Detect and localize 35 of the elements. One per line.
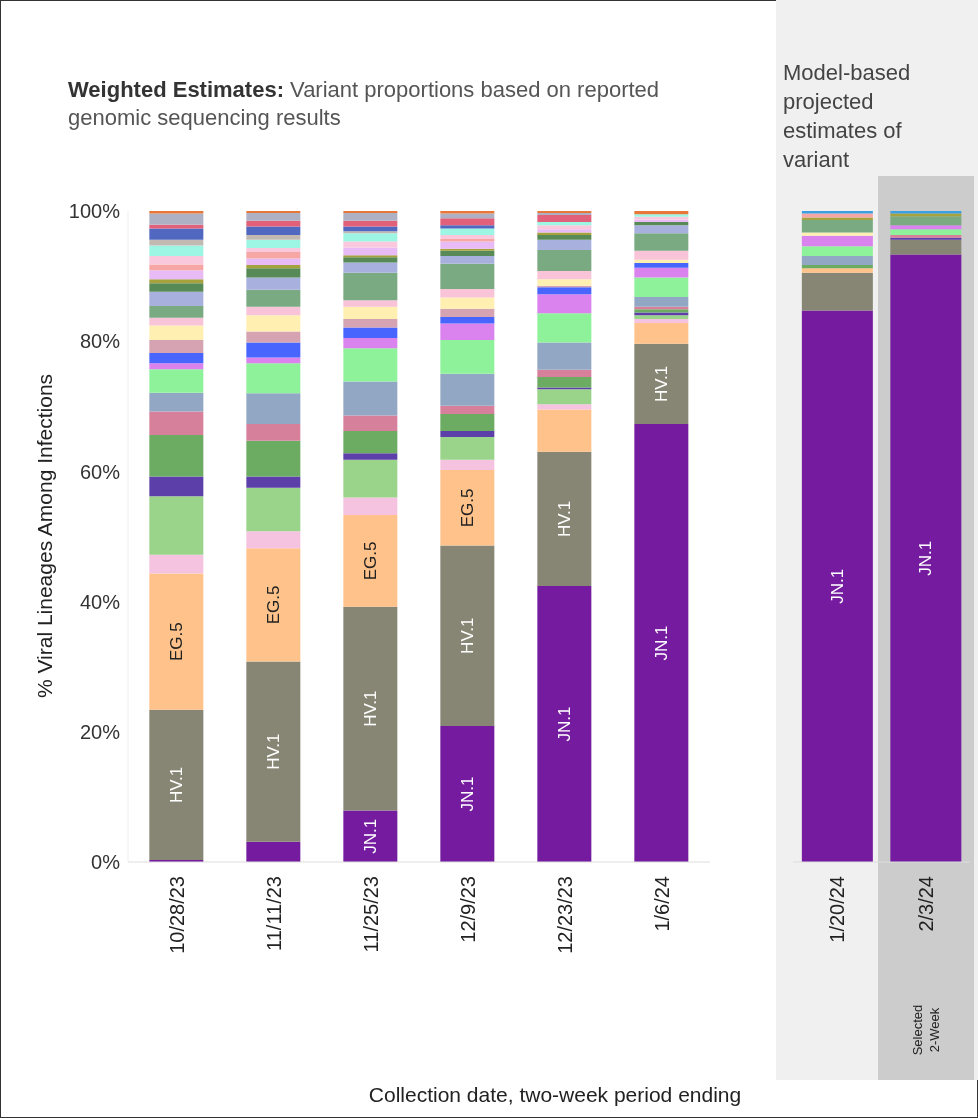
chart-title: Weighted Estimates: Variant proportions based on reported genomic sequencing results [68,77,660,130]
x-tick-label: 1/20/24 [826,876,849,943]
band-label: Selected 2-Week [908,1003,943,1058]
y-tick-label: 40% [79,590,121,613]
x-tick-label: 2/3/24 [914,876,937,932]
x-tick-label: 11/11/23 [262,876,285,951]
text: HV.1 [651,365,671,402]
series-label: JN.1 [827,568,847,604]
text: HV.1 [360,690,380,727]
x-tick-label: 1/6/24 [650,876,673,932]
x-tick-label: 12/9/23 [456,876,479,943]
y-tick-label: 0% [91,851,121,874]
series-label: JN.1 [360,818,380,854]
x-tick-label: 10/28/23 [165,876,188,954]
y-tick-label: 80% [79,330,121,353]
text: JN.1 [916,540,936,576]
chart-title: Model-based projected estimates of variant [783,59,912,174]
text: EG.5 [166,622,186,662]
text: HV.1 [457,617,477,654]
x-tick-label: 11/25/23 [359,876,382,953]
text: JN.1 [457,776,477,812]
series-label: EG.5 [263,585,283,625]
y-axis-title: % Viral Lineages Among Infections [33,373,57,699]
text: EG.5 [457,488,477,528]
y-tick-label: 60% [79,460,121,483]
y-tick-label: 20% [79,720,121,743]
x-axis-title: Collection date, two-week period ending [368,1083,742,1107]
y-tick-label: 100% [68,200,121,223]
text: HV.1 [166,766,186,803]
text: EG.5 [360,541,380,581]
text: HV.1 [554,500,574,538]
text: JN.1 [651,625,671,661]
text: JN.1 [554,706,574,742]
series-label: HV.1 [263,733,283,770]
x-tick-label: 12/23/23 [553,876,576,954]
